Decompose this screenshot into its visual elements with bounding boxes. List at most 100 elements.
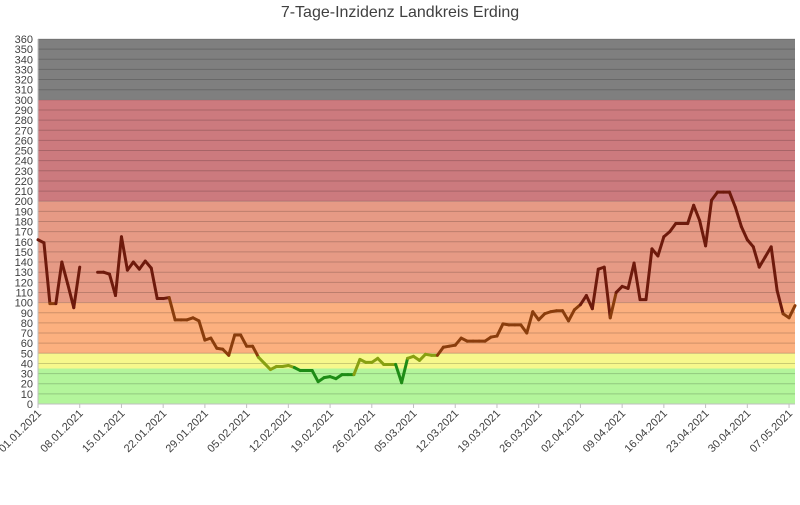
- y-tick-label: 20: [21, 379, 33, 391]
- y-tick-label: 150: [15, 247, 33, 259]
- x-tick-label: 30.04.2021: [706, 408, 753, 455]
- series-segment: [167, 296, 177, 322]
- series-segment: [590, 267, 600, 311]
- series-segment: [394, 362, 404, 385]
- y-tick-label: 10: [21, 389, 33, 401]
- y-tick-label: 70: [21, 328, 33, 340]
- series-segment: [495, 322, 505, 338]
- y-tick-label: 360: [15, 34, 33, 46]
- y-tick-label: 220: [15, 176, 33, 188]
- background-bands: [38, 39, 795, 404]
- y-tick-label: 90: [21, 308, 33, 320]
- x-tick-label: 16.04.2021: [623, 408, 670, 455]
- y-tick-label: 170: [15, 227, 33, 239]
- y-tick-label: 100: [15, 298, 33, 310]
- series-segment: [644, 247, 654, 302]
- y-tick-label: 230: [15, 166, 33, 178]
- series-segment: [733, 205, 743, 229]
- series-segment: [775, 288, 785, 316]
- x-tick-label: 26.02.2021: [330, 408, 377, 455]
- series-segment: [72, 265, 82, 310]
- series-segment: [704, 198, 714, 248]
- series-segment: [149, 266, 159, 301]
- x-tick-label: 05.02.2021: [205, 408, 252, 455]
- series-segment: [692, 203, 702, 222]
- series-segment: [54, 260, 64, 306]
- y-tick-label: 240: [15, 156, 33, 168]
- x-tick-label: 22.01.2021: [122, 408, 169, 455]
- y-tick-label: 330: [15, 64, 33, 76]
- y-tick-labels: 0102030405060708090100110120130140150160…: [15, 34, 33, 411]
- series-segment: [668, 222, 678, 234]
- y-tick-label: 140: [15, 257, 33, 269]
- series-segment: [727, 190, 737, 209]
- x-tick-label: 26.03.2021: [497, 408, 544, 455]
- series-segment: [66, 282, 76, 310]
- y-tick-label: 300: [15, 95, 33, 107]
- series-segment: [310, 369, 320, 384]
- y-tick-label: 280: [15, 115, 33, 127]
- x-tick-label: 19.03.2021: [456, 408, 503, 455]
- series-segment: [751, 245, 761, 269]
- series-segment: [656, 235, 666, 258]
- series-segment: [227, 333, 237, 357]
- series-segment: [239, 333, 249, 348]
- background-band-5: [38, 39, 795, 100]
- series-segment: [566, 308, 576, 323]
- x-tick-label: 05.03.2021: [372, 408, 419, 455]
- y-tick-label: 60: [21, 338, 33, 350]
- series-segment: [113, 235, 123, 298]
- background-band-1: [38, 353, 795, 369]
- series-segment: [209, 336, 219, 350]
- x-tick-labels: 01.01.202108.01.202115.01.202122.01.2021…: [0, 404, 795, 455]
- background-band-2: [38, 302, 795, 354]
- series-segment: [531, 310, 541, 322]
- y-tick-label: 130: [15, 267, 33, 279]
- series-segment: [60, 260, 70, 286]
- x-tick-label: 09.04.2021: [581, 408, 628, 455]
- x-tick-label: 07.05.2021: [748, 408, 795, 455]
- series-segment: [739, 225, 749, 242]
- series-segment: [525, 310, 535, 335]
- axes: [37, 39, 795, 405]
- y-tick-label: 50: [21, 348, 33, 360]
- chart-title: 7-Tage-Inzidenz Landkreis Erding: [280, 4, 520, 21]
- series-segment: [251, 344, 261, 359]
- x-tick-label: 23.04.2021: [664, 408, 711, 455]
- series-segment: [435, 345, 445, 357]
- series-segment: [42, 241, 52, 306]
- y-tick-label: 340: [15, 54, 33, 66]
- y-tick-label: 210: [15, 186, 33, 198]
- series-segment: [602, 265, 612, 320]
- y-tick-label: 110: [15, 287, 33, 299]
- x-tick-label: 15.01.2021: [80, 408, 127, 455]
- y-tick-label: 320: [15, 75, 33, 87]
- y-tick-label: 80: [21, 318, 33, 330]
- series-segment: [453, 336, 463, 347]
- series-segment: [125, 260, 135, 272]
- series-segment: [561, 309, 570, 323]
- series-segment: [608, 290, 618, 320]
- x-tick-label: 29.01.2021: [164, 408, 211, 455]
- y-tick-label: 30: [21, 369, 33, 381]
- y-tick-label: 200: [15, 196, 33, 208]
- y-tick-label: 120: [15, 277, 33, 289]
- series-segment: [131, 260, 141, 271]
- x-tick-label: 12.02.2021: [247, 408, 294, 455]
- series-segment: [632, 261, 642, 302]
- y-tick-label: 40: [21, 358, 33, 370]
- series-segment: [626, 261, 636, 290]
- y-tick-label: 190: [15, 206, 33, 218]
- series-segment: [119, 235, 129, 272]
- background-band-4: [38, 99, 795, 202]
- y-tick-label: 350: [15, 44, 33, 56]
- x-tick-label: 01.01.2021: [0, 408, 44, 455]
- series-segment: [745, 238, 755, 249]
- series-segment: [698, 218, 708, 248]
- series-line: [36, 190, 797, 385]
- series-segment: [710, 190, 720, 202]
- y-tick-label: 0: [27, 399, 33, 411]
- series-segment: [143, 259, 153, 270]
